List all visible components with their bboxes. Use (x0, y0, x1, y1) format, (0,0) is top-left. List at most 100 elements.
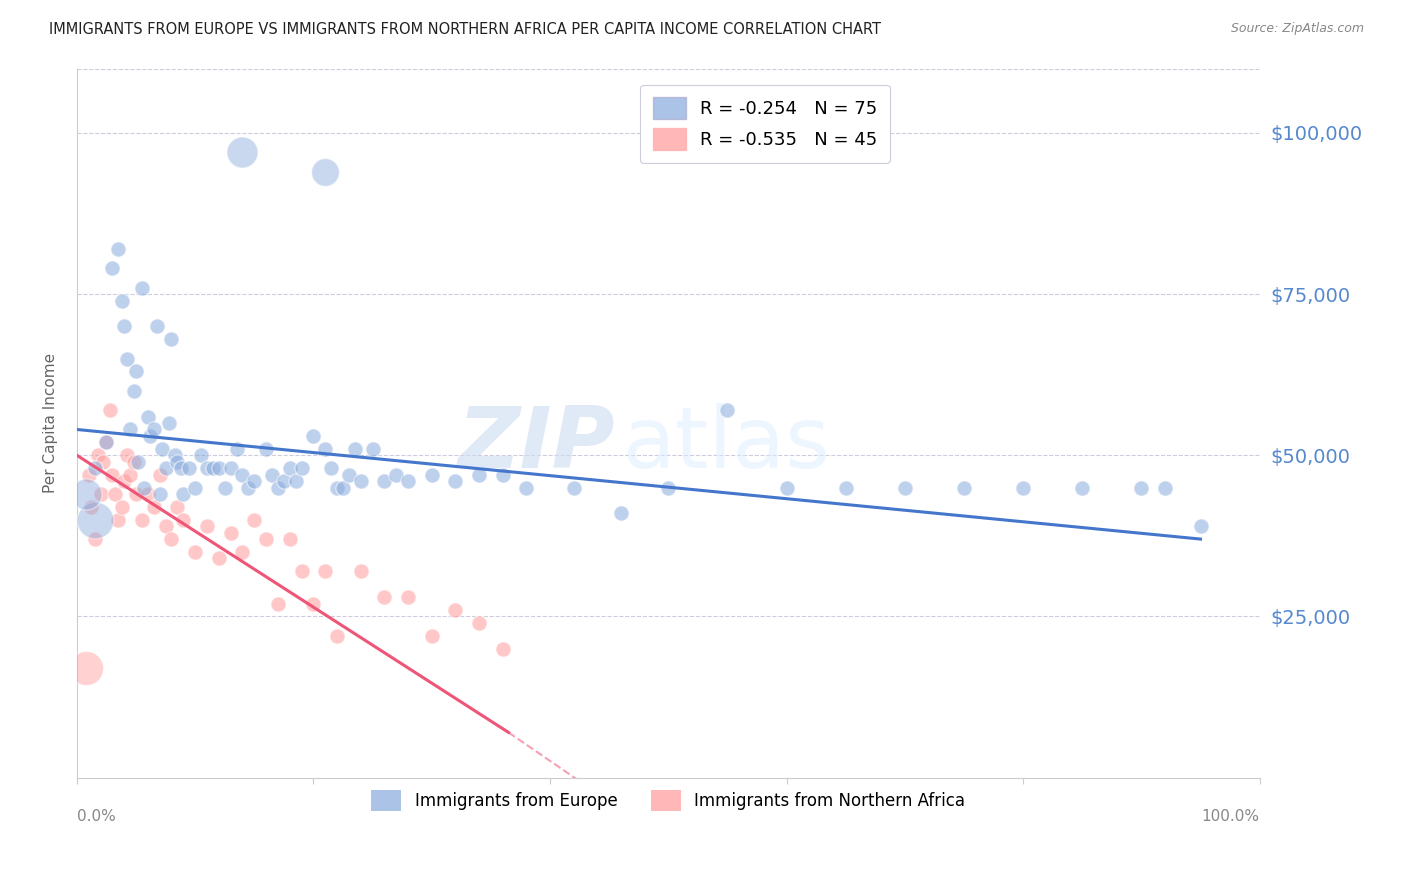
Point (125, 487, 148, 501)
Point (444, 474, 467, 488)
Point (104, 487, 127, 501)
Point (1154, 481, 1177, 495)
Point (107, 242, 129, 256)
Point (343, 442, 366, 456)
Point (254, 532, 277, 546)
Point (385, 467, 408, 482)
Point (96, 435, 118, 450)
Point (115, 351, 138, 366)
Point (184, 545, 207, 559)
Point (1189, 519, 1212, 533)
Point (150, 442, 173, 456)
Point (89, 487, 111, 501)
Point (184, 481, 207, 495)
Point (170, 461, 193, 475)
Point (444, 603, 467, 617)
Text: IMMIGRANTS FROM EUROPE VS IMMIGRANTS FROM NORTHERN AFRICA PER CAPITA INCOME CORR: IMMIGRANTS FROM EUROPE VS IMMIGRANTS FRO… (49, 22, 882, 37)
Point (260, 467, 283, 482)
Point (120, 422, 142, 436)
Point (112, 319, 135, 334)
Point (134, 481, 156, 495)
Point (953, 481, 976, 495)
Point (163, 448, 186, 462)
Point (291, 461, 314, 475)
Text: 100.0%: 100.0% (1202, 809, 1260, 824)
Point (77, 467, 100, 482)
Point (101, 261, 124, 276)
Point (146, 319, 169, 334)
Point (166, 500, 188, 514)
Point (83, 532, 105, 546)
Point (834, 481, 856, 495)
Point (160, 532, 183, 546)
Point (122, 384, 145, 398)
Point (267, 597, 290, 611)
Point (492, 467, 515, 482)
Point (278, 461, 301, 475)
Point (231, 467, 253, 482)
Point (208, 551, 231, 566)
Point (396, 590, 419, 604)
Point (87, 448, 110, 462)
Point (201, 461, 224, 475)
Point (350, 474, 373, 488)
Text: 0.0%: 0.0% (77, 809, 115, 824)
Point (337, 467, 360, 482)
Point (254, 442, 277, 456)
Point (96, 435, 118, 450)
Point (267, 481, 290, 495)
Point (75, 487, 97, 501)
Point (420, 467, 443, 482)
Point (83, 461, 105, 475)
Point (284, 474, 307, 488)
Point (350, 564, 373, 578)
Point (75, 661, 97, 675)
Point (136, 487, 159, 501)
Point (321, 461, 343, 475)
Point (219, 525, 242, 540)
Point (172, 487, 194, 501)
Point (314, 442, 336, 456)
Text: ZIP: ZIP (457, 403, 614, 486)
Point (373, 474, 395, 488)
Point (302, 597, 325, 611)
Point (115, 448, 138, 462)
Point (80, 500, 103, 514)
Point (468, 615, 491, 630)
Point (1012, 481, 1035, 495)
Point (179, 461, 201, 475)
Point (190, 448, 212, 462)
Point (111, 293, 134, 308)
Point (208, 461, 231, 475)
Point (314, 164, 336, 178)
Point (278, 532, 301, 546)
Point (142, 500, 165, 514)
Point (1071, 481, 1094, 495)
Point (195, 519, 218, 533)
Point (131, 513, 153, 527)
Point (314, 564, 336, 578)
Point (142, 422, 165, 436)
Point (243, 474, 266, 488)
Point (291, 564, 314, 578)
Point (136, 409, 159, 424)
Point (775, 481, 797, 495)
Point (894, 481, 917, 495)
Point (172, 513, 194, 527)
Point (243, 513, 266, 527)
Point (515, 481, 537, 495)
Point (111, 500, 134, 514)
Point (91, 455, 114, 469)
Point (155, 519, 177, 533)
Point (112, 474, 135, 488)
Point (657, 481, 679, 495)
Point (332, 481, 354, 495)
Point (155, 461, 177, 475)
Point (98, 403, 121, 417)
Point (716, 403, 738, 417)
Point (219, 461, 242, 475)
Point (131, 281, 153, 295)
Point (127, 455, 149, 469)
Y-axis label: Per Capita Income: Per Capita Income (44, 353, 58, 493)
Point (122, 455, 145, 469)
